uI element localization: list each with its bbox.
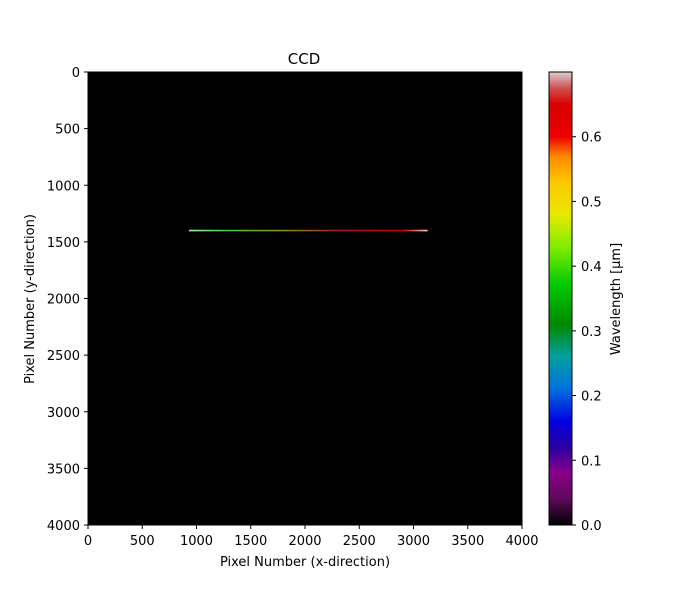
colorbar-tick-label: 0.4: [581, 260, 602, 275]
y-tick-label: 2000: [47, 293, 80, 308]
x-tick-label: 1000: [180, 534, 213, 549]
x-axis-label: Pixel Number (x-direction): [220, 555, 390, 570]
x-tick-label: 0: [84, 534, 92, 549]
y-tick-label: 2500: [47, 349, 80, 364]
colorbar-label: Wavelength [µm]: [609, 243, 624, 355]
y-axis-ticks: 0 500 1000 1500 2000 2500 3000 3500 4000: [47, 66, 88, 534]
colorbar: [548, 71, 573, 526]
y-tick-label: 3500: [47, 462, 80, 477]
colorbar-tick-label: 0.6: [581, 131, 602, 146]
y-tick-label: 3000: [47, 406, 80, 421]
x-tick-label: 2500: [343, 534, 376, 549]
colorbar-tick-label: 0.2: [581, 390, 602, 405]
y-tick-label: 4000: [47, 519, 80, 534]
colorbar-tick-label: 0.3: [581, 325, 602, 340]
x-tick-label: 1500: [234, 534, 267, 549]
x-tick-label: 3500: [451, 534, 484, 549]
chart-title: CCD: [288, 50, 321, 68]
y-tick-label: 1000: [47, 179, 80, 194]
spectral-line: [188, 229, 428, 232]
x-tick-label: 500: [130, 534, 155, 549]
y-axis-label: Pixel Number (y-direction): [23, 214, 38, 384]
colorbar-ticks: 0.0 0.1 0.2 0.3 0.4 0.5 0.6: [572, 131, 602, 534]
ccd-image-area: [87, 71, 523, 526]
x-tick-label: 2000: [288, 534, 321, 549]
x-tick-label: 3000: [397, 534, 430, 549]
y-tick-label: 1500: [47, 236, 80, 251]
x-axis-ticks: 0 500 1000 1500 2000 2500 3000 3500 4000: [84, 525, 539, 549]
y-tick-label: 500: [55, 123, 80, 138]
colorbar-tick-label: 0.5: [581, 195, 602, 210]
colorbar-tick-label: 0.1: [581, 454, 602, 469]
y-tick-label: 0: [72, 66, 80, 81]
x-tick-label: 4000: [505, 534, 538, 549]
colorbar-tick-label: 0.0: [581, 519, 602, 534]
